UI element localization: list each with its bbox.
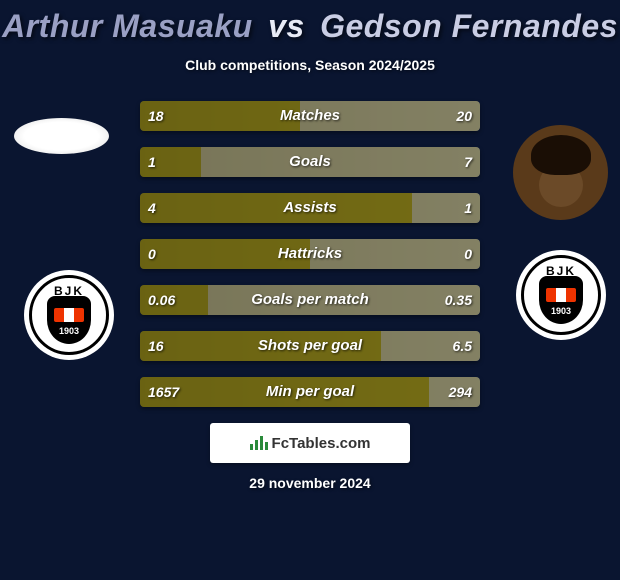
- brand-box: FcTables.com: [210, 423, 410, 463]
- badge-inner-left: BJK 1903: [29, 275, 109, 355]
- badge-year-right: 1903: [551, 306, 571, 316]
- subtitle: Club competitions, Season 2024/2025: [0, 57, 620, 73]
- stat-row: Min per goal1657 294: [140, 377, 480, 407]
- page-title: Arthur Masuaku vs Gedson Fernandes: [0, 0, 620, 45]
- stat-label: Min per goal: [140, 377, 480, 407]
- stat-value-right: 294: [441, 377, 480, 407]
- date-text: 29 november 2024: [0, 475, 620, 491]
- badge-inner-right: BJK 1903: [521, 255, 601, 335]
- brand-text: FcTables.com: [272, 435, 371, 452]
- players-overlay: BJK 1903 BJK 1903: [0, 100, 620, 360]
- player-left-name: Arthur Masuaku: [2, 8, 253, 44]
- badge-shield-right: 1903: [539, 276, 583, 324]
- badge-shield-left: 1903: [47, 296, 91, 344]
- chart-icon: [250, 436, 268, 450]
- club-badge-left: BJK 1903: [24, 270, 114, 360]
- player-left-avatar: [14, 118, 109, 154]
- stat-value-left: 1657: [140, 377, 187, 407]
- badge-flag-left: [54, 308, 84, 322]
- club-badge-right: BJK 1903: [516, 250, 606, 340]
- player-right-avatar: [513, 125, 608, 220]
- vs-text: vs: [268, 8, 305, 44]
- badge-flag-right: [546, 288, 576, 302]
- badge-year-left: 1903: [59, 326, 79, 336]
- player-right-name: Gedson Fernandes: [320, 8, 618, 44]
